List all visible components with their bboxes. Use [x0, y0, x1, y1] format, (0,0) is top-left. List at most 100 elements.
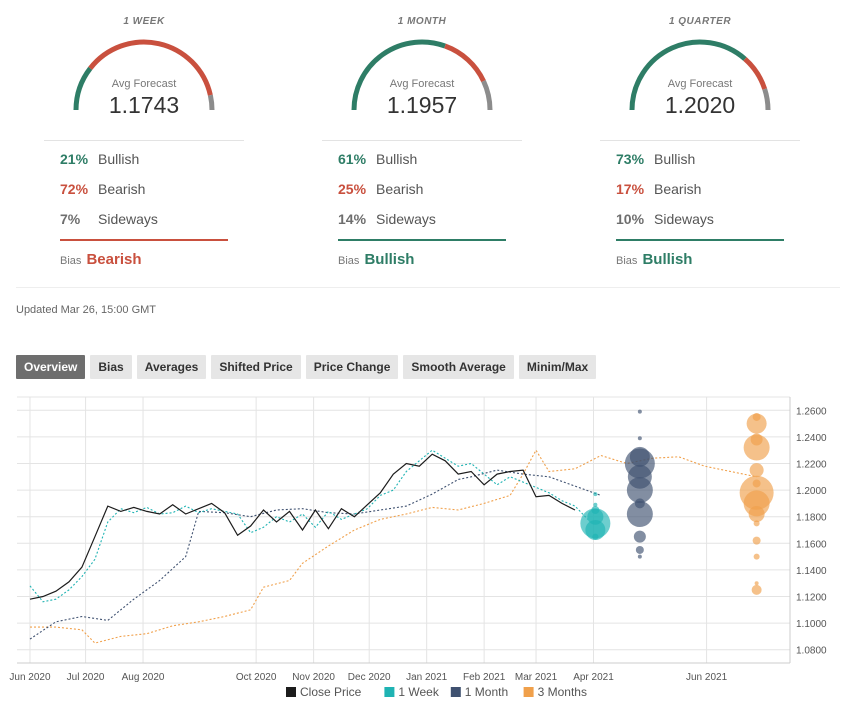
gauge-segment-bearish [88, 39, 213, 96]
gauge-segment-bullish [351, 39, 446, 111]
forecast-bubble-1-month[interactable] [626, 501, 653, 528]
forecast-panel-3: 1 QUARTER Avg Forecast 1.2020 73% Bullish… [600, 0, 800, 280]
x-tick-label: Jan 2021 [406, 672, 448, 683]
bearish-label: Bearish [654, 181, 702, 197]
avg-forecast-value: 1.1743 [108, 92, 180, 118]
forecast-bubble-1-week[interactable] [593, 492, 598, 497]
legend-item-1-month[interactable]: 1 Month [450, 685, 508, 699]
forecast-bubble-1-month[interactable] [635, 545, 644, 554]
x-tick-label: Aug 2020 [122, 672, 165, 683]
y-tick-label: 1.2200 [796, 460, 827, 471]
legend-label: 3 Months [538, 685, 587, 699]
tab-minim-max[interactable]: Minim/Max [518, 355, 597, 379]
updated-timestamp: Updated Mar 26, 15:00 GMT [16, 304, 157, 316]
x-tick-label: Feb 2021 [463, 672, 506, 683]
forecast-bubble-3-months[interactable] [749, 463, 764, 478]
avg-forecast-value: 1.2020 [664, 92, 736, 118]
tab-bias[interactable]: Bias [90, 355, 132, 379]
bearish-percent: 72% [60, 181, 89, 197]
bullish-row: 73% Bullish [616, 151, 695, 167]
bearish-percent: 17% [616, 181, 645, 197]
forecast-bubble-3-months[interactable] [743, 434, 770, 461]
legend-item-1-week[interactable]: 1 Week [384, 685, 440, 699]
sideways-row: 10% Sideways [616, 211, 714, 227]
x-tick-label: Mar 2021 [515, 672, 558, 683]
sideways-label: Sideways [376, 211, 436, 227]
y-tick-label: 1.2600 [796, 406, 827, 417]
forecast-bubble-1-month[interactable] [637, 409, 642, 414]
forecast-period: 1 QUARTER [668, 16, 732, 27]
x-tick-label: Jun 2021 [686, 672, 728, 683]
bearish-label: Bearish [376, 181, 424, 197]
gauge-segment-bullish [73, 66, 93, 111]
sideways-row: 14% Sideways [338, 211, 436, 227]
series-line-close-price [29, 453, 576, 600]
forecast-bubble-3-months[interactable] [751, 584, 762, 595]
x-tick-label: Apr 2021 [573, 672, 614, 683]
sideways-percent: 7% [60, 211, 81, 227]
bullish-label: Bullish [654, 151, 696, 167]
sideways-row: 7% Sideways [60, 211, 158, 227]
forecast-bubble-1-week[interactable] [592, 533, 599, 540]
gauge-segment-sideways [481, 79, 493, 111]
gauge-segment-bullish [629, 39, 747, 111]
tab-averages[interactable]: Averages [136, 355, 207, 379]
forecast-period: 1 MONTH [397, 16, 447, 27]
legend-item-close-price[interactable]: Close Price [286, 685, 362, 699]
bullish-row: 61% Bullish [338, 151, 417, 167]
forecast-bubble-3-months[interactable] [746, 413, 767, 434]
bullish-label: Bullish [98, 151, 140, 167]
forecast-bubble-3-months[interactable] [753, 520, 760, 527]
panel-divider [322, 140, 522, 141]
tab-smooth-average[interactable]: Smooth Average [403, 355, 514, 379]
panel-divider [600, 140, 800, 141]
gauge-segment-sideways [207, 94, 215, 111]
bullish-row: 21% Bullish [60, 151, 139, 167]
forecast-bubble-3-months[interactable] [754, 581, 759, 586]
tab-price-change[interactable]: Price Change [305, 355, 399, 379]
bias-label: Bias [338, 255, 360, 267]
legend-swatch [450, 687, 461, 697]
legend-swatch [384, 687, 395, 697]
forecast-bubble-3-months[interactable] [748, 506, 765, 523]
forecast-bubble-1-month[interactable] [633, 530, 646, 543]
y-tick-label: 1.1600 [796, 539, 827, 550]
bias-row: Bias Bullish [616, 251, 692, 268]
y-tick-label: 1.1400 [796, 566, 827, 577]
sideways-label: Sideways [98, 211, 158, 227]
chart-tabs: Overview Bias Averages Shifted Price Pri… [16, 355, 597, 379]
y-tick-label: 1.1000 [796, 619, 827, 630]
y-tick-label: 1.0800 [796, 646, 827, 657]
forecast-bubble-3-months[interactable] [752, 536, 761, 545]
forecast-bubble-1-week[interactable] [585, 520, 606, 540]
panel-divider [44, 140, 244, 141]
bearish-percent: 25% [338, 181, 367, 197]
tab-overview[interactable]: Overview [16, 355, 86, 379]
sideways-percent: 14% [338, 211, 367, 227]
bias-underline [338, 239, 506, 241]
avg-forecast-label: Avg Forecast [111, 78, 177, 90]
bias-underline [60, 239, 228, 241]
forecast-bubble-1-month[interactable] [637, 554, 642, 559]
bearish-row: 72% Bearish [60, 181, 145, 197]
forecast-gauge [351, 39, 493, 111]
forecast-chart: 1.2600 1.2400 1.2200 1.2000 1.1800 1.1600 1.14… [9, 396, 827, 699]
legend-label: 1 Week [398, 685, 439, 699]
gauge-segment-sideways [762, 88, 771, 111]
forecast-panel-2: 1 MONTH Avg Forecast 1.1957 61% Bullish 2… [322, 0, 522, 280]
x-tick-label: Jul 2020 [67, 672, 105, 683]
bearish-row: 17% Bearish [616, 181, 701, 197]
bias-label: Bias [616, 255, 638, 267]
x-tick-label: Dec 2020 [348, 672, 391, 683]
forecast-bubble-1-week[interactable] [593, 502, 598, 507]
bias-value: Bearish [86, 251, 142, 268]
forecast-bubble-3-months[interactable] [753, 553, 760, 560]
tab-shifted-price[interactable]: Shifted Price [211, 355, 301, 379]
legend-label: 1 Month [465, 685, 508, 699]
legend-item-3-months[interactable]: 3 Months [523, 685, 587, 699]
bullish-percent: 61% [338, 151, 367, 167]
forecast-bubble-1-month[interactable] [637, 436, 642, 441]
y-tick-label: 1.1200 [796, 593, 827, 604]
forecast-bubble-1-month[interactable] [626, 477, 653, 504]
bearish-label: Bearish [98, 181, 146, 197]
